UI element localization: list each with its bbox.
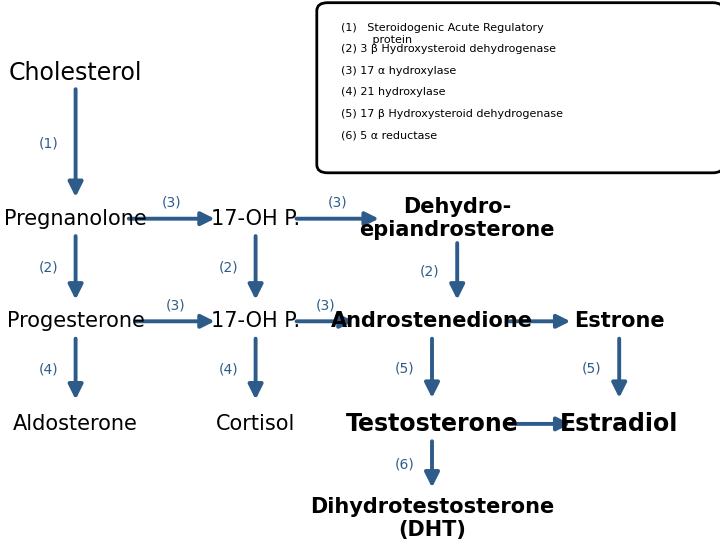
Text: (6) 5 α reductase: (6) 5 α reductase <box>341 131 437 141</box>
Text: (2): (2) <box>38 261 58 275</box>
Text: (6): (6) <box>395 457 415 471</box>
Text: (1): (1) <box>38 136 58 150</box>
Text: (3): (3) <box>166 298 185 312</box>
Text: Aldosterone: Aldosterone <box>13 414 138 434</box>
Text: Testosterone: Testosterone <box>346 412 518 436</box>
Text: 17-OH P.: 17-OH P. <box>211 311 300 332</box>
Text: Estrone: Estrone <box>574 311 665 332</box>
Text: (2) 3 β Hydroxysteroid dehydrogenase: (2) 3 β Hydroxysteroid dehydrogenase <box>341 44 556 55</box>
Text: (3): (3) <box>162 195 181 210</box>
Text: (5) 17 β Hydroxysteroid dehydrogenase: (5) 17 β Hydroxysteroid dehydrogenase <box>341 109 562 119</box>
Text: Pregnanolone: Pregnanolone <box>4 208 147 229</box>
Text: (4) 21 hydroxylase: (4) 21 hydroxylase <box>341 87 445 98</box>
Text: (3): (3) <box>315 298 335 312</box>
Text: Cholesterol: Cholesterol <box>9 61 143 85</box>
Text: Dehydro-
epiandrosterone: Dehydro- epiandrosterone <box>359 197 555 240</box>
Text: (2): (2) <box>420 265 440 278</box>
Text: Progesterone: Progesterone <box>6 311 145 332</box>
Text: (5): (5) <box>395 361 415 375</box>
Text: (4): (4) <box>218 362 238 376</box>
Text: (3) 17 α hydroxylase: (3) 17 α hydroxylase <box>341 66 456 76</box>
Text: 17-OH P.: 17-OH P. <box>211 208 300 229</box>
Text: (4): (4) <box>38 362 58 376</box>
FancyBboxPatch shape <box>317 3 720 173</box>
Text: Cortisol: Cortisol <box>216 414 295 434</box>
Text: Androstenedione: Androstenedione <box>331 311 533 332</box>
Text: (3): (3) <box>328 195 348 210</box>
Text: (1)   Steroidogenic Acute Regulatory
         protein: (1) Steroidogenic Acute Regulatory prote… <box>341 23 544 45</box>
Text: (5): (5) <box>582 361 602 375</box>
Text: (2): (2) <box>218 261 238 275</box>
Text: Estradiol: Estradiol <box>560 412 678 436</box>
Text: Dihydrotestosterone
(DHT): Dihydrotestosterone (DHT) <box>310 497 554 540</box>
